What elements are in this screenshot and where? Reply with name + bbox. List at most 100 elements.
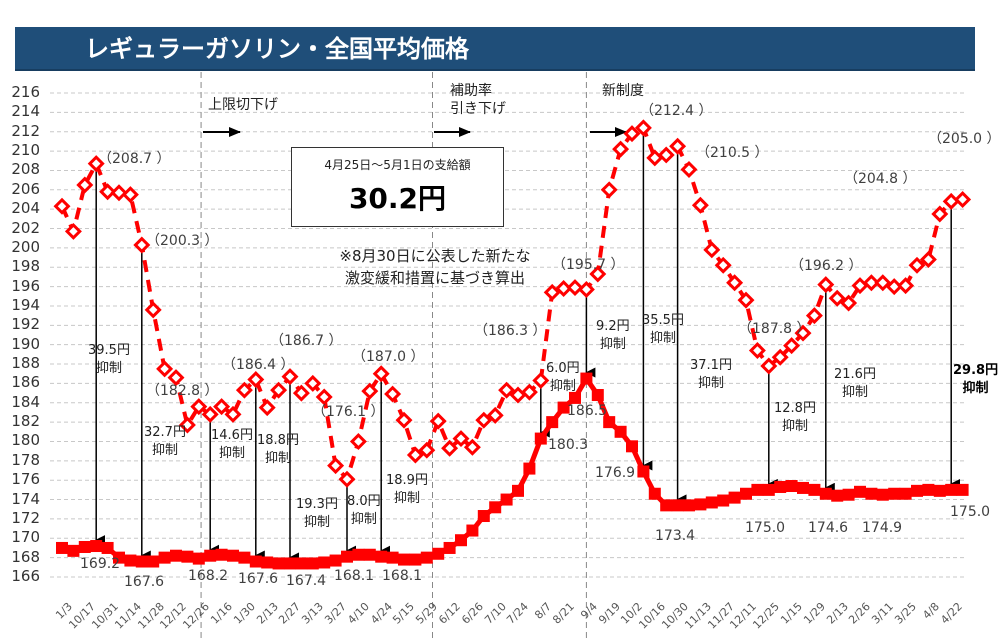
dashed-point — [885, 278, 903, 296]
dashed-point — [634, 119, 652, 137]
y-tick-label: 196 — [11, 276, 40, 295]
solid-point — [614, 425, 627, 438]
solid-point — [911, 484, 923, 497]
dashed-point — [555, 280, 573, 298]
dashed-point — [680, 160, 698, 178]
dashed-point — [99, 183, 117, 201]
amount: 14.6円 — [211, 428, 253, 443]
amount: 39.5円 — [88, 343, 130, 358]
dashed-label: （176.1 ） — [312, 404, 385, 420]
dashed-label: （187.0 ） — [352, 349, 425, 365]
dashed-point — [281, 368, 299, 386]
solid-point — [181, 550, 194, 563]
label: 抑制 — [350, 512, 377, 527]
solid-point — [352, 548, 365, 561]
solid-point — [717, 494, 730, 507]
dashed-point — [669, 137, 687, 155]
solid-point — [306, 557, 319, 570]
amount: 21.6円 — [834, 367, 876, 382]
y-tick-label: 180 — [11, 431, 40, 450]
solid-label: 167.6 — [124, 574, 165, 590]
calc-note: ※8月30日に公表した新たな 激変緩和措置に基づき算出 — [300, 245, 570, 289]
dashed-series-line — [60, 125, 963, 484]
solid-point — [272, 557, 285, 570]
dashed-label: （204.8 ） — [844, 171, 917, 187]
dashed-point — [292, 384, 310, 402]
solid-label: 180.3 — [548, 437, 589, 453]
y-tick-label: 174 — [11, 489, 40, 508]
dashed-label: （212.4 ） — [640, 103, 713, 119]
solid-point — [557, 401, 570, 414]
dashed-point — [919, 251, 937, 268]
payment-caption: 4月25日～5月1日の支給額 — [324, 158, 471, 172]
solid-point — [489, 501, 502, 514]
dashed-point — [623, 125, 641, 143]
label: 抑制 — [549, 379, 576, 394]
dashed-point — [304, 374, 322, 392]
solid-point — [933, 484, 946, 497]
note-line: ※8月30日に公表した新たな — [339, 247, 531, 265]
dashed-point — [270, 381, 288, 399]
dashed-point — [224, 405, 242, 423]
solid-point — [67, 544, 80, 557]
dashed-point — [874, 274, 892, 292]
dashed-point — [327, 457, 345, 475]
dashed-point — [600, 181, 618, 199]
solid-point — [466, 524, 479, 537]
solid-label: 175.0 — [950, 504, 991, 520]
dashed-point — [566, 279, 584, 297]
amount: 18.8円 — [257, 433, 299, 448]
dashed-point — [201, 405, 219, 423]
y-tick-label: 204 — [11, 199, 40, 218]
dashed-label: （200.3 ） — [146, 233, 219, 249]
dashed-point — [783, 337, 801, 355]
dashed-point — [384, 385, 402, 403]
dashed-point — [258, 399, 276, 417]
solid-point — [751, 483, 764, 496]
solid-point — [170, 549, 182, 562]
y-tick-label: 176 — [11, 470, 40, 489]
amount: 12.8円 — [774, 401, 816, 416]
event-line2: 引き下げ — [450, 101, 506, 117]
solid-point — [135, 555, 148, 568]
solid-point — [192, 552, 205, 565]
suppression-label: 18.8円 抑制 — [257, 432, 299, 468]
dashed-point — [897, 277, 915, 295]
solid-point — [238, 551, 251, 564]
label: 抑制 — [303, 515, 330, 530]
y-tick-label: 194 — [11, 295, 40, 314]
dashed-point — [954, 190, 972, 208]
solid-point — [626, 440, 638, 453]
label: 抑制 — [218, 446, 245, 461]
suppression-label: 21.6円 抑制 — [834, 366, 876, 402]
solid-label: 168.2 — [188, 568, 229, 584]
dashed-point — [862, 274, 880, 292]
solid-point — [728, 491, 741, 504]
dashed-point — [121, 186, 139, 204]
solid-point — [204, 549, 217, 562]
solid-point — [865, 487, 878, 500]
solid-point — [899, 487, 912, 500]
solid-label: 167.4 — [286, 573, 327, 589]
dashed-point — [87, 155, 105, 173]
solid-point — [318, 556, 331, 569]
dashed-point — [349, 432, 367, 450]
dashed-label: （187.8 ） — [738, 321, 811, 337]
solid-point — [124, 554, 137, 567]
solid-point — [888, 487, 901, 500]
dashed-point — [235, 381, 253, 399]
y-tick-label: 166 — [11, 567, 40, 585]
solid-point — [637, 465, 650, 478]
dashed-point — [463, 438, 481, 456]
solid-point — [660, 499, 673, 512]
solid-point — [591, 389, 604, 402]
solid-point — [341, 550, 353, 563]
amount: 35.5円 — [642, 313, 684, 328]
dashed-point — [543, 283, 561, 301]
dashed-point — [64, 222, 82, 240]
label: 抑制 — [599, 337, 626, 352]
label: 抑制 — [781, 419, 808, 434]
dashed-point — [657, 146, 675, 164]
dashed-label: （205.0 ） — [928, 131, 1001, 147]
solid-point — [797, 481, 809, 494]
